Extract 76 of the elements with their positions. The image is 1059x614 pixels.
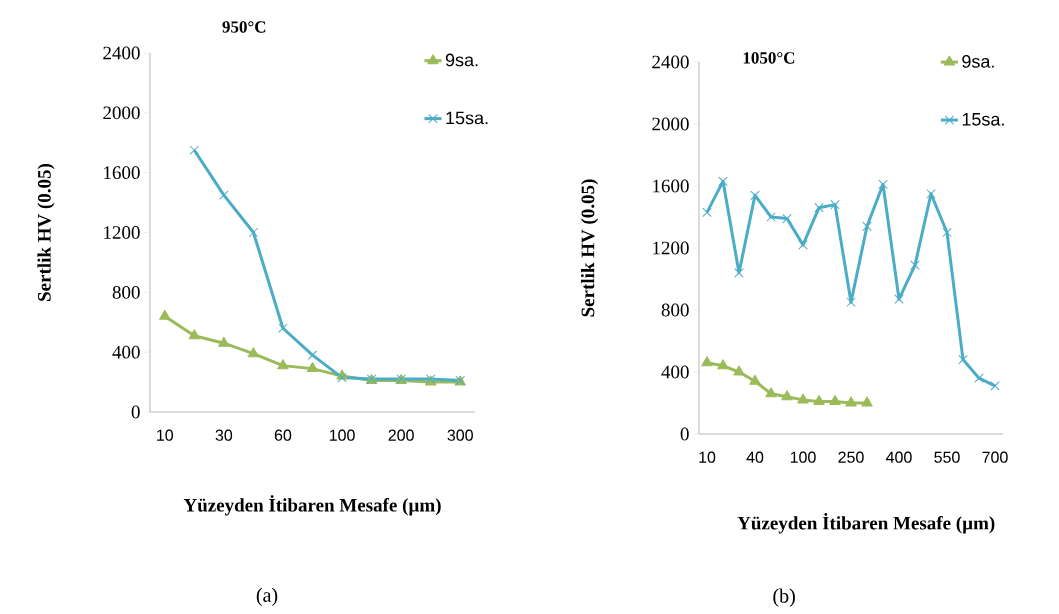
point xyxy=(733,365,745,376)
point xyxy=(845,396,857,407)
point xyxy=(278,323,288,333)
x-tick-label: 200 xyxy=(388,429,414,441)
point xyxy=(765,387,777,398)
point xyxy=(782,213,792,224)
point xyxy=(188,329,201,340)
x-tick-label: 250 xyxy=(838,451,864,463)
chart-title: 1050°C xyxy=(743,52,795,64)
x-tick-label: 100 xyxy=(790,451,816,463)
point xyxy=(734,268,744,278)
chart-title: 950°C xyxy=(222,21,266,33)
point xyxy=(830,199,840,210)
legend-label: 15sa. xyxy=(962,113,1004,126)
text: (b) xyxy=(773,588,795,607)
point xyxy=(894,294,904,304)
x-tick-label: 100 xyxy=(329,429,355,441)
point xyxy=(862,221,872,232)
x-tick-label: 400 xyxy=(886,451,912,463)
point xyxy=(990,381,1000,391)
y-tick-label: 2000 xyxy=(652,117,689,131)
x-tick-label: 300 xyxy=(447,429,473,441)
point xyxy=(878,179,888,190)
y-tick-label: 400 xyxy=(661,365,689,379)
y-axis-title: Sertlik HV (0.05) xyxy=(37,163,55,301)
point xyxy=(718,176,728,187)
y-tick-label: 2400 xyxy=(652,55,689,69)
point xyxy=(247,347,260,358)
x-tick-label: 550 xyxy=(934,451,960,463)
y-tick-label: 0 xyxy=(680,427,689,441)
x-tick-label: 700 xyxy=(982,451,1008,463)
x-axis-title: Yüzeyden İtibaren Mesafe (µm) xyxy=(737,513,995,534)
x-tick-label: 60 xyxy=(274,429,292,441)
point xyxy=(781,390,793,401)
x-tick-label: 10 xyxy=(157,429,174,441)
y-axis-title: Sertlik HV (0.05) xyxy=(580,179,599,317)
y-tick-label: 1600 xyxy=(104,166,140,180)
point xyxy=(798,240,808,250)
y-tick-label: 2400 xyxy=(103,46,140,60)
point xyxy=(846,297,856,307)
x-tick-label: 40 xyxy=(746,451,764,463)
point xyxy=(797,393,809,404)
x-axis-title: Yüzeyden İtibaren Mesafe (µm) xyxy=(183,495,441,516)
point xyxy=(750,190,760,201)
point xyxy=(701,356,713,367)
point xyxy=(910,260,920,270)
y-tick-label: 1200 xyxy=(104,226,140,239)
point xyxy=(958,354,968,365)
y-tick-label: 800 xyxy=(661,303,689,317)
x-tick-label: 30 xyxy=(215,429,233,441)
point xyxy=(189,145,200,155)
y-tick-label: 1200 xyxy=(653,241,689,255)
point xyxy=(829,394,841,405)
y-tick-label: 1600 xyxy=(653,179,689,193)
point xyxy=(277,359,289,370)
point xyxy=(974,373,984,383)
point xyxy=(702,207,712,218)
y-tick-label: 2000 xyxy=(103,106,140,120)
point xyxy=(766,212,776,222)
x-tick-label: 10 xyxy=(699,451,716,463)
legend-label: 15sa. xyxy=(446,111,488,125)
point xyxy=(306,362,319,373)
point xyxy=(926,189,936,199)
text: (a) xyxy=(256,587,278,606)
point xyxy=(861,396,873,407)
y-tick-label: 0 xyxy=(131,405,140,419)
point xyxy=(813,394,825,405)
legend-label: 9sa. xyxy=(962,55,994,68)
point xyxy=(749,374,761,385)
legend-label: 9sa. xyxy=(445,53,478,67)
y-tick-label: 800 xyxy=(112,285,140,299)
point xyxy=(814,202,824,213)
point xyxy=(717,359,729,370)
point xyxy=(218,336,230,347)
y-tick-label: 400 xyxy=(112,345,140,359)
point xyxy=(159,309,171,320)
